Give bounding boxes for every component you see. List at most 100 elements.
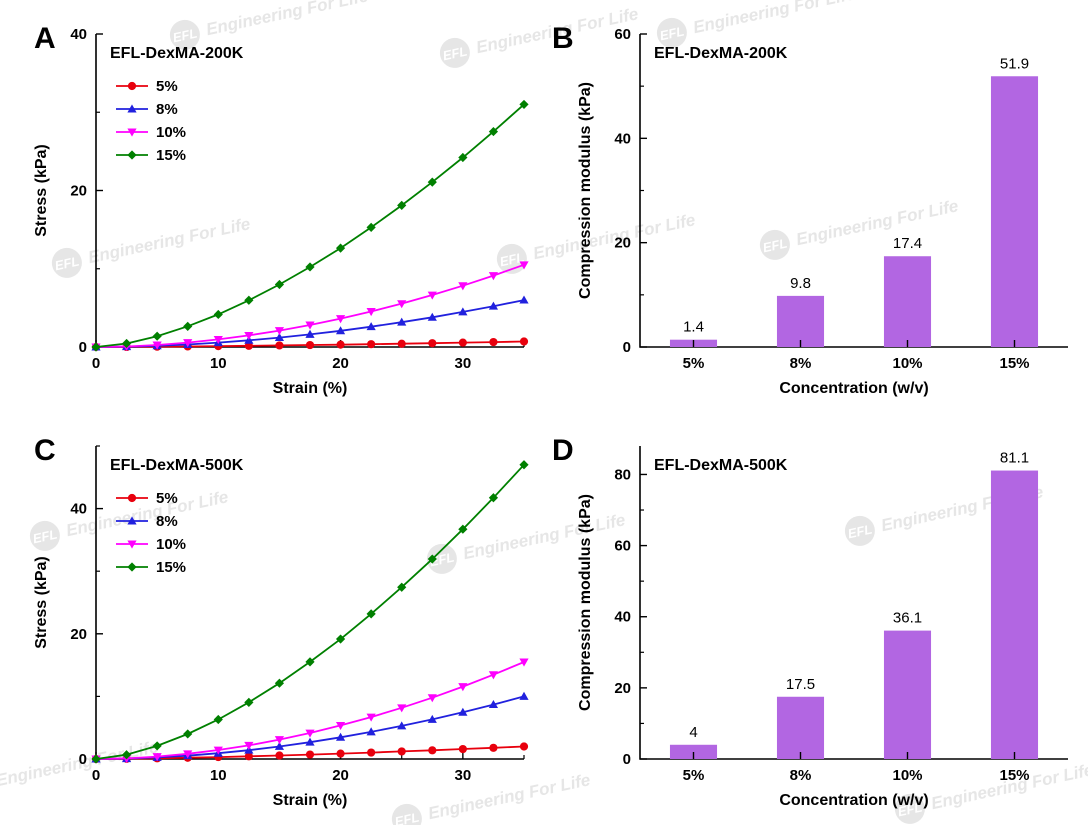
y-axis-label: Stress (kPa) [33,144,50,237]
x-axis-label: Concentration (w/v) [779,380,928,397]
y-tick-label: 20 [70,183,87,200]
marker-diamond [366,222,376,232]
marker-triangle-down [213,335,223,345]
compression-modulus-chart-200k: 0 20 40 60 Concentration (w/v) Compression mo… [577,26,1068,397]
y-tick-label: 60 [614,26,631,43]
x-tick-label: 20 [332,767,349,784]
marker-triangle-up [274,741,285,750]
marker-circle [519,742,529,751]
x-category-label: 15% [999,355,1029,372]
marker-circle [397,339,406,348]
marker-circle [489,337,498,347]
bar-8% [776,696,825,759]
panel-label-d: D [552,434,574,467]
bar-10% [883,630,932,759]
marker-diamond [121,338,132,349]
y-tick-label: 40 [70,26,87,43]
y-tick-label: 0 [79,339,87,356]
marker-circle [458,744,467,754]
marker-triangle-down [183,339,193,348]
marker-diamond [121,750,132,760]
x-tick-label: 0 [92,767,100,784]
marker-diamond [488,493,499,503]
marker-triangle-down [366,308,376,317]
marker-triangle-down [488,671,499,680]
marker-diamond [244,697,254,707]
legend-label: 8% [156,101,178,118]
y-tick-label: 0 [623,751,631,768]
marker-triangle-down [127,128,137,137]
y-tick-label: 20 [614,680,631,697]
marker-triangle-up [458,307,468,316]
marker-triangle-down [366,713,376,722]
panel-label-c: C [34,434,56,467]
marker-circle [305,750,315,759]
marker-diamond [458,524,468,534]
marker-triangle-up [519,691,529,700]
marker-triangle-down [397,704,407,713]
y-tick-label: 20 [70,626,87,643]
marker-triangle-down [274,327,285,336]
marker-triangle-up [127,104,137,113]
y-tick-label: 80 [614,466,631,483]
y-tick-label: 40 [614,130,631,147]
bar-5% [669,744,718,759]
y-tick-label: 60 [614,538,631,555]
marker-triangle-down [213,746,223,755]
legend-label: 15% [156,559,186,576]
marker-diamond [458,152,468,163]
marker-triangle-down [183,750,193,759]
marker-diamond [274,279,285,290]
marker-triangle-down [152,753,162,762]
marker-triangle-down [397,300,407,309]
marker-triangle-up [458,707,468,716]
bar-15% [990,76,1039,347]
y-axis-label: Compression modulus (kPa) [577,494,594,711]
marker-diamond [127,150,137,160]
panel-label-a: A [34,22,56,55]
marker-diamond [127,562,137,572]
marker-triangle-down [458,683,468,692]
x-tick-label: 10 [210,767,227,784]
marker-triangle-up [305,329,315,338]
y-tick-label: 0 [623,339,631,356]
x-category-label: 10% [892,767,922,784]
x-category-label: 15% [999,767,1029,784]
chart-title: EFL-DexMA-500K [654,457,788,474]
marker-circle [367,340,376,349]
x-tick-label: 30 [455,767,472,784]
marker-triangle-up [366,727,376,736]
bar-value-label: 36.1 [893,610,922,627]
marker-circle [305,340,315,350]
marker-circle [489,743,498,752]
marker-circle [275,341,284,350]
chart-title: EFL-DexMA-200K [654,45,788,62]
marker-triangle-up [427,714,437,723]
marker-triangle-up [397,317,407,326]
marker-circle [336,340,345,349]
marker-triangle-down [427,694,437,703]
y-tick-label: 0 [79,751,87,768]
bar-value-label: 81.1 [1000,450,1029,467]
bar-value-label: 17.5 [786,676,815,693]
marker-circle [367,748,376,757]
marker-triangle-down [427,291,437,300]
marker-diamond [519,99,529,110]
marker-circle [428,746,437,755]
marker-circle [244,752,253,761]
marker-circle [275,751,284,760]
x-category-label: 10% [892,355,922,372]
marker-diamond [91,754,101,764]
marker-triangle-down [152,341,162,350]
marker-diamond [244,295,254,305]
marker-diamond [183,729,193,739]
panel-b: B 0 20 40 60 Concentration (w/v) Compression … [544,0,1088,412]
marker-triangle-down [458,282,468,291]
marker-triangle-down [519,658,529,667]
bar-value-label: 1.4 [683,319,704,336]
x-category-label: 5% [683,355,705,372]
marker-diamond [91,342,101,352]
marker-triangle-up [488,700,499,709]
